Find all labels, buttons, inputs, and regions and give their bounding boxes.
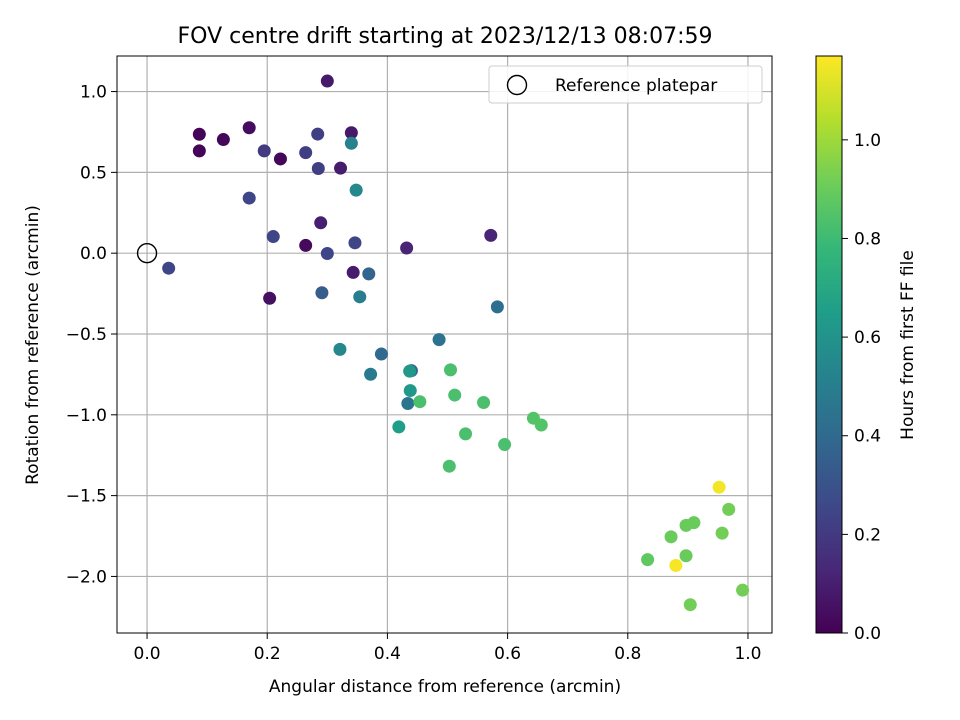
data-point	[679, 549, 693, 563]
legend: Reference platepar	[488, 65, 763, 104]
data-point	[712, 480, 726, 494]
y-tick-label: −2.0	[66, 567, 107, 587]
legend-box	[488, 65, 763, 104]
data-point	[432, 333, 446, 347]
colorbar-tick-label: 1.0	[854, 131, 881, 151]
plot-frame	[116, 55, 773, 634]
y-tick-label: 0.0	[80, 244, 107, 264]
data-point	[311, 161, 325, 175]
data-point	[400, 241, 414, 255]
data-point	[273, 152, 287, 166]
colorbar-tick-label: 0.2	[854, 525, 881, 545]
data-point	[216, 133, 230, 147]
legend-entry-reference: Reference platepar	[555, 76, 717, 96]
data-point	[333, 342, 347, 356]
data-point	[315, 286, 329, 300]
data-point	[477, 396, 491, 410]
reference-platepar-marker	[136, 242, 158, 264]
colorbar	[815, 55, 843, 634]
data-point	[314, 216, 328, 230]
data-point	[534, 418, 548, 432]
data-point	[364, 367, 378, 381]
data-point	[192, 144, 206, 158]
x-tick-label: 1.0	[734, 644, 761, 664]
y-axis-label: Rotation from reference (arcmin)	[23, 205, 43, 485]
data-point	[448, 388, 462, 402]
colorbar-tick-label: 0.0	[854, 624, 881, 644]
data-point	[374, 347, 388, 361]
reference-marker	[136, 242, 158, 264]
data-points	[162, 74, 750, 612]
data-point	[484, 228, 498, 242]
data-point	[392, 420, 406, 434]
legend-reference-marker	[506, 74, 528, 96]
y-tick-label: 0.5	[80, 163, 107, 183]
data-point	[266, 230, 280, 244]
data-point	[344, 136, 358, 150]
x-tick-label: 0.8	[614, 644, 641, 664]
data-point	[401, 396, 415, 410]
colorbar-ticks: 0.0 0.2 0.4 0.6 0.8 1.0	[842, 131, 881, 644]
y-tick-label: −1.5	[66, 487, 107, 507]
data-point	[320, 247, 334, 261]
y-tick-label: −1.0	[66, 406, 107, 426]
data-point	[715, 526, 729, 540]
data-point	[299, 238, 313, 252]
x-tick-label: 0.6	[494, 644, 521, 664]
data-point	[320, 74, 334, 88]
data-point	[242, 121, 256, 135]
data-point	[162, 261, 176, 275]
colorbar-tick-label: 0.6	[854, 328, 881, 348]
data-point	[403, 364, 417, 378]
data-point	[490, 300, 504, 314]
data-point	[349, 183, 363, 197]
data-point	[257, 144, 271, 158]
data-point	[687, 516, 701, 530]
x-axis-ticks: 0.0 0.2 0.4 0.6 0.8 1.0	[134, 633, 761, 664]
data-point	[263, 291, 277, 305]
chart-title: FOV centre drift starting at 2023/12/13 …	[178, 24, 713, 49]
data-point	[362, 267, 376, 281]
colorbar-tick-label: 0.8	[854, 229, 881, 249]
colorbar-label: Hours from first FF file	[898, 250, 918, 440]
data-point	[192, 127, 206, 141]
data-point	[683, 598, 697, 612]
data-point	[669, 558, 683, 572]
data-point	[641, 553, 655, 567]
data-point	[722, 502, 736, 516]
x-tick-label: 0.0	[134, 644, 161, 664]
data-point	[736, 583, 750, 597]
colorbar-tick-label: 0.4	[854, 427, 881, 447]
data-point	[346, 265, 360, 279]
data-point	[344, 126, 358, 140]
data-point	[403, 384, 417, 398]
data-point	[413, 395, 427, 409]
data-point	[311, 127, 325, 141]
data-point	[442, 459, 456, 473]
data-point	[498, 438, 512, 452]
x-tick-label: 0.4	[374, 644, 401, 664]
data-point	[299, 146, 313, 160]
y-tick-label: 1.0	[80, 83, 107, 103]
x-axis-label: Angular distance from reference (arcmin)	[269, 677, 621, 697]
data-point	[664, 530, 678, 544]
data-point	[348, 236, 362, 250]
data-point	[444, 363, 458, 377]
data-point	[242, 191, 256, 205]
data-point	[334, 161, 348, 175]
data-point	[353, 290, 367, 304]
y-tick-label: −0.5	[66, 325, 107, 345]
grid-lines	[117, 56, 772, 633]
x-tick-label: 0.2	[254, 644, 281, 664]
data-point	[459, 427, 473, 441]
y-axis-ticks: −2.0 −1.5 −1.0 −0.5 0.0 0.5 1.0	[66, 83, 117, 587]
